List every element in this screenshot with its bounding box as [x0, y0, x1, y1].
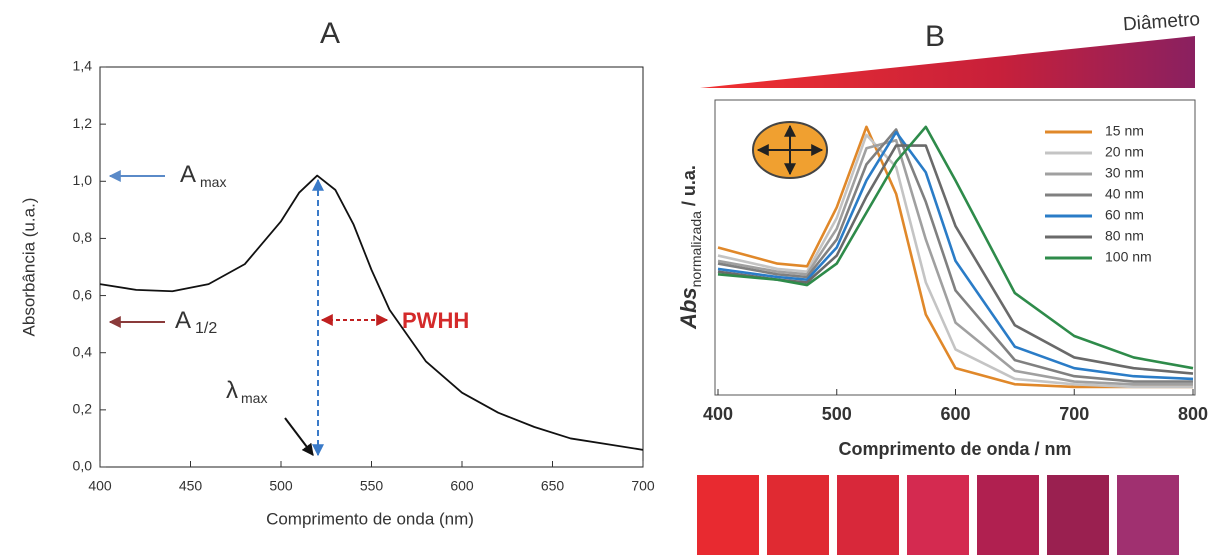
- legend-label: 60 nm: [1105, 207, 1144, 223]
- data-line: [717, 125, 1194, 370]
- annotation: Diâmetro: [1122, 9, 1200, 35]
- y-tick-label: 0,6: [73, 286, 93, 302]
- annotation-text: A: [180, 161, 196, 188]
- panel-title: B: [925, 20, 945, 53]
- x-tick-label: 600: [450, 478, 474, 494]
- annotation-sub: max: [241, 390, 267, 406]
- y-tick-label: 0,8: [73, 229, 93, 245]
- data-line: [717, 128, 1193, 383]
- annotation-sub: 1/2: [195, 320, 217, 337]
- annotation-text: λ: [226, 377, 238, 404]
- x-tick-label: 700: [631, 478, 655, 494]
- annotation: λ max: [226, 377, 267, 405]
- x-tick-label: 550: [360, 478, 384, 494]
- x-tick-label: 500: [269, 478, 293, 494]
- y-label-unit: / u.a.: [679, 165, 699, 206]
- x-tick-label: 500: [822, 404, 852, 424]
- x-tick-label: 650: [541, 478, 565, 494]
- x-tick-label: 400: [88, 478, 112, 494]
- y-tick-label: 0,2: [73, 401, 93, 417]
- annotation: PWHH: [402, 308, 469, 333]
- particle-icon: [752, 121, 828, 179]
- x-tick-label: 450: [179, 478, 203, 494]
- vial-photos: [697, 475, 1179, 555]
- annotation-sub: max: [200, 174, 226, 190]
- legend-label: 30 nm: [1105, 165, 1144, 181]
- y-tick-label: 0,0: [73, 458, 93, 474]
- x-tick-label: 700: [1059, 404, 1089, 424]
- data-line: [717, 138, 1193, 386]
- annotation-text: A: [175, 307, 191, 334]
- legend-label: 40 nm: [1105, 186, 1144, 202]
- legend-label: 100 nm: [1105, 249, 1152, 265]
- data-line: [717, 125, 1193, 389]
- y-tick-label: 1,0: [73, 172, 93, 188]
- x-axis-label: Comprimento de onda (nm): [266, 509, 474, 528]
- y-axis-label: Absnormalizada / u.a.: [676, 165, 704, 330]
- y-tick-label: 1,4: [73, 58, 93, 74]
- y-axis-label: Absorbância (u.a.): [19, 198, 38, 337]
- size-wedge: [700, 36, 1195, 88]
- panel-title: A: [320, 17, 340, 50]
- x-tick-label: 600: [940, 404, 970, 424]
- x-axis-label: Comprimento de onda / nm: [838, 439, 1071, 459]
- data-line: [717, 133, 1193, 389]
- legend-label: 15 nm: [1105, 123, 1144, 139]
- y-label-sub: normalizada: [688, 211, 704, 287]
- x-tick-label: 800: [1178, 404, 1208, 424]
- legend-label: 80 nm: [1105, 228, 1144, 244]
- arrow: [284, 417, 314, 456]
- plot-frame: [99, 66, 644, 468]
- y-tick-label: 1,2: [73, 115, 93, 131]
- data-line: [99, 174, 644, 451]
- annotation: A 1/2: [175, 307, 217, 337]
- y-label-main: Abs: [676, 287, 701, 330]
- y-tick-label: 0,4: [73, 343, 93, 359]
- legend-label: 20 nm: [1105, 144, 1144, 160]
- x-tick-label: 400: [703, 404, 733, 424]
- data-line: [717, 130, 1194, 381]
